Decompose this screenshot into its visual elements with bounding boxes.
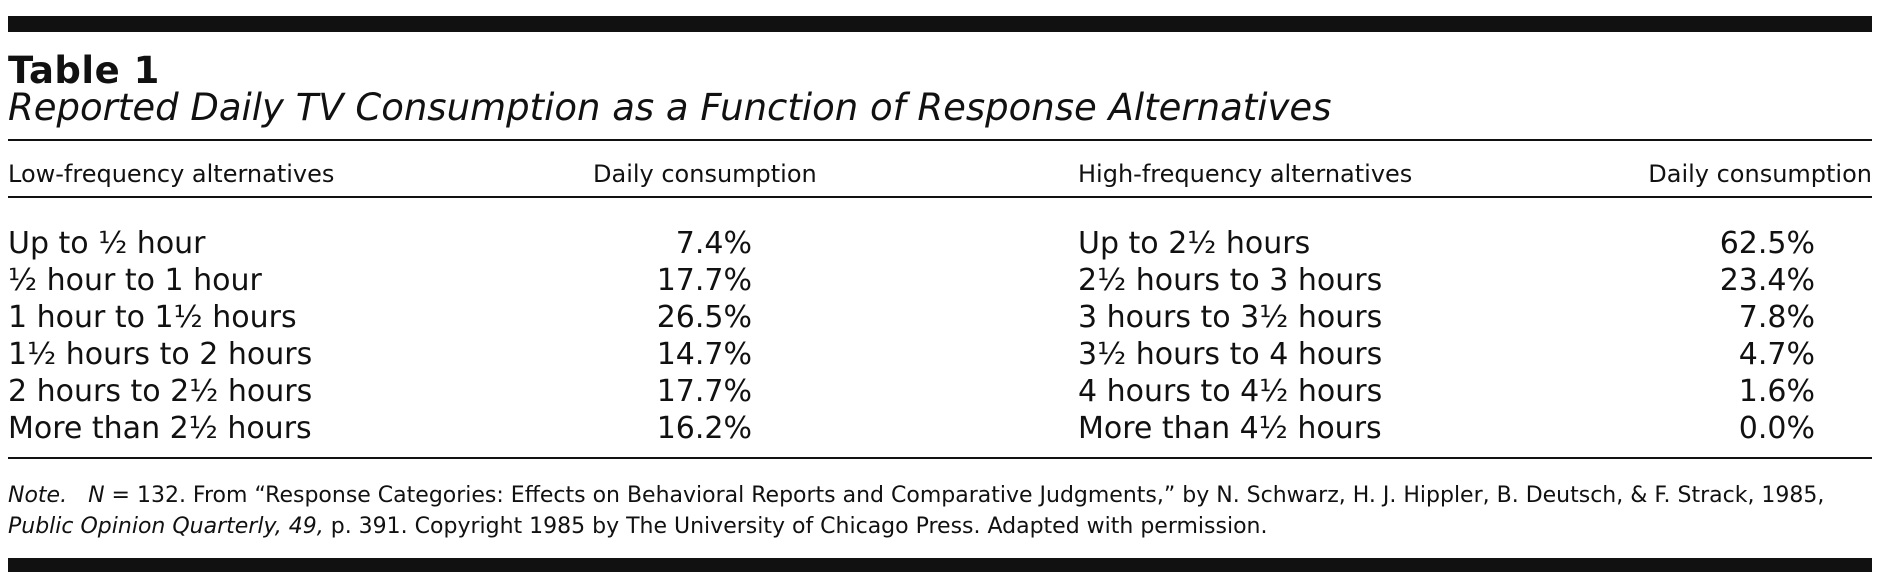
low-alternative-cell: More than 2½ hours bbox=[8, 411, 312, 446]
high-alternative-cell: 4 hours to 4½ hours bbox=[1078, 374, 1383, 409]
note-copyright: p. 391. Copyright 1985 by The University… bbox=[323, 514, 1268, 539]
table-row: Up to ½ hour 7.4% Up to 2½ hours 62.5% bbox=[0, 225, 1880, 262]
high-alternative-cell: 2½ hours to 3 hours bbox=[1078, 263, 1383, 298]
low-consumption-cell: 16.2% bbox=[656, 411, 752, 446]
table-row: 1 hour to 1½ hours 26.5% 3 hours to 3½ h… bbox=[0, 299, 1880, 336]
high-consumption-cell: 0.0% bbox=[1738, 411, 1815, 446]
header-low-daily-consumption: Daily consumption bbox=[593, 160, 817, 188]
high-consumption-cell: 4.7% bbox=[1738, 337, 1815, 372]
bottom-thick-rule bbox=[8, 558, 1872, 572]
header-high-daily-consumption: Daily consumption bbox=[1648, 160, 1872, 188]
table-label: Table 1 bbox=[8, 49, 160, 92]
low-alternative-cell: Up to ½ hour bbox=[8, 226, 206, 261]
body-rule bbox=[8, 457, 1872, 459]
low-consumption-cell: 17.7% bbox=[656, 263, 752, 298]
note-n: N bbox=[88, 483, 105, 508]
table-row: 1½ hours to 2 hours 14.7% 3½ hours to 4 … bbox=[0, 336, 1880, 373]
top-thick-rule bbox=[8, 16, 1872, 32]
table-body: Up to ½ hour 7.4% Up to 2½ hours 62.5% ½… bbox=[0, 225, 1880, 447]
low-consumption-cell: 26.5% bbox=[656, 300, 752, 335]
high-consumption-cell: 7.8% bbox=[1738, 300, 1815, 335]
table-row: ½ hour to 1 hour 17.7% 2½ hours to 3 hou… bbox=[0, 262, 1880, 299]
low-consumption-cell: 7.4% bbox=[675, 226, 752, 261]
high-alternative-cell: More than 4½ hours bbox=[1078, 411, 1382, 446]
high-alternative-cell: Up to 2½ hours bbox=[1078, 226, 1311, 261]
note-citation: “Response Categories: Effects on Behavio… bbox=[254, 483, 1825, 508]
note-sample-size: = 132. From bbox=[104, 483, 255, 508]
table-note: Note. N = 132. From “Response Categories… bbox=[8, 480, 1872, 542]
high-consumption-cell: 1.6% bbox=[1738, 374, 1815, 409]
low-alternative-cell: 2 hours to 2½ hours bbox=[8, 374, 313, 409]
table-title: Reported Daily TV Consumption as a Funct… bbox=[8, 86, 1332, 129]
note-journal: Public Opinion Quarterly, 49, bbox=[8, 514, 324, 539]
note-label: Note. bbox=[8, 483, 68, 508]
high-alternative-cell: 3½ hours to 4 hours bbox=[1078, 337, 1383, 372]
low-consumption-cell: 14.7% bbox=[656, 337, 752, 372]
low-consumption-cell: 17.7% bbox=[656, 374, 752, 409]
high-alternative-cell: 3 hours to 3½ hours bbox=[1078, 300, 1383, 335]
header-high-frequency-alternatives: High-frequency alternatives bbox=[1078, 160, 1413, 188]
header-low-frequency-alternatives: Low-frequency alternatives bbox=[8, 160, 335, 188]
low-alternative-cell: 1 hour to 1½ hours bbox=[8, 300, 297, 335]
low-alternative-cell: 1½ hours to 2 hours bbox=[8, 337, 313, 372]
title-rule bbox=[8, 139, 1872, 141]
table-row: More than 2½ hours 16.2% More than 4½ ho… bbox=[0, 410, 1880, 447]
high-consumption-cell: 23.4% bbox=[1719, 263, 1815, 298]
header-rule bbox=[8, 196, 1872, 198]
low-alternative-cell: ½ hour to 1 hour bbox=[8, 263, 262, 298]
high-consumption-cell: 62.5% bbox=[1719, 226, 1815, 261]
table-row: 2 hours to 2½ hours 17.7% 4 hours to 4½ … bbox=[0, 373, 1880, 410]
